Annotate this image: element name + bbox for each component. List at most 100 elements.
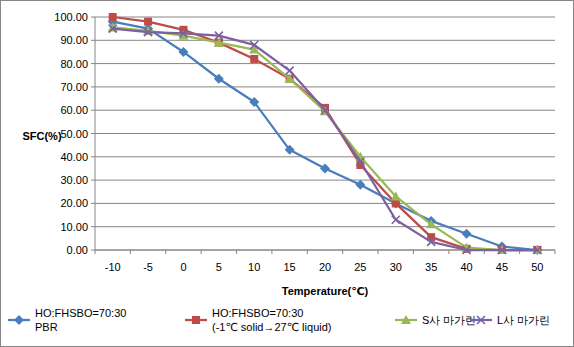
grid-line bbox=[95, 17, 555, 18]
data-point bbox=[392, 216, 400, 224]
data-point bbox=[320, 163, 330, 173]
tick-mark bbox=[91, 110, 95, 111]
tick-label: 10 bbox=[248, 261, 260, 273]
data-point bbox=[144, 28, 152, 36]
tick-label: 60.00 bbox=[60, 104, 88, 116]
series-line bbox=[113, 29, 538, 250]
chart-border bbox=[1, 1, 574, 347]
data-point bbox=[355, 180, 365, 190]
tick-label: 0.00 bbox=[67, 244, 88, 256]
category-divider bbox=[342, 250, 343, 254]
legend-label-line: HO:FHSBO=70:30 bbox=[212, 307, 303, 319]
legend-label: S사 마가린 bbox=[422, 314, 476, 326]
data-point bbox=[178, 47, 188, 57]
data-point bbox=[249, 97, 259, 107]
tick-label: 0 bbox=[180, 261, 186, 273]
grid-line bbox=[95, 86, 555, 87]
category-divider bbox=[378, 250, 379, 254]
legend-label-line: L사 마가린 bbox=[497, 314, 550, 326]
legend-marker bbox=[477, 316, 485, 324]
legend-marker bbox=[192, 316, 200, 324]
category-divider bbox=[201, 250, 202, 254]
category-divider bbox=[95, 250, 96, 254]
tick-label: 25 bbox=[354, 261, 366, 273]
tick-label: 50 bbox=[531, 261, 543, 273]
tick-mark bbox=[91, 250, 95, 251]
category-divider bbox=[236, 250, 237, 254]
legend-label-line: HO:FHSBO=70:30 bbox=[35, 307, 126, 319]
tick-label: 40.00 bbox=[60, 151, 88, 163]
tick-label: 35 bbox=[425, 261, 437, 273]
category-divider bbox=[165, 250, 166, 254]
tick-label: 80.00 bbox=[60, 58, 88, 70]
tick-label: 20 bbox=[319, 261, 331, 273]
grid-line bbox=[95, 203, 555, 204]
category-divider bbox=[413, 250, 414, 254]
data-point bbox=[144, 18, 152, 26]
x-axis-title: Temperature(℃) bbox=[282, 285, 369, 297]
data-point bbox=[463, 246, 471, 254]
series-line bbox=[113, 27, 538, 250]
data-point bbox=[392, 199, 400, 207]
data-point bbox=[143, 26, 153, 35]
data-point bbox=[215, 32, 223, 40]
tick-label: 10.00 bbox=[60, 221, 88, 233]
tick-label: 70.00 bbox=[60, 81, 88, 93]
data-point bbox=[286, 67, 294, 75]
y-axis-line bbox=[95, 17, 96, 250]
tick-label: 20.00 bbox=[60, 197, 88, 209]
grid-line bbox=[95, 63, 555, 64]
data-point bbox=[426, 219, 436, 228]
legend: HO:FHSBO=70:30 PBR HO:FHSBO=70:30 (-1℃ soli… bbox=[8, 307, 550, 333]
tick-label: 50.00 bbox=[60, 128, 88, 140]
tick-mark bbox=[91, 40, 95, 41]
legend-label: HO:FHSBO=70:30 (-1℃ solid→27℃ liquid) bbox=[212, 307, 331, 333]
tick-mark bbox=[91, 203, 95, 204]
data-point bbox=[109, 25, 117, 33]
grid-line bbox=[95, 156, 555, 157]
chart: 0.0010.0020.0030.0040.0050.0060.0070.008… bbox=[0, 0, 574, 347]
data-point bbox=[179, 29, 187, 37]
legend-marker bbox=[401, 315, 411, 324]
data-point bbox=[356, 157, 364, 165]
series-line bbox=[113, 22, 538, 250]
data-point bbox=[250, 41, 258, 49]
tick-mark bbox=[91, 180, 95, 181]
legend-label-line: (-1℃ solid→27℃ liquid) bbox=[212, 321, 331, 333]
tick-mark bbox=[91, 86, 95, 87]
data-point bbox=[427, 238, 435, 246]
data-point bbox=[108, 22, 118, 31]
legend-label: L사 마가린 bbox=[497, 314, 550, 326]
tick-label: -10 bbox=[105, 261, 121, 273]
data-point bbox=[285, 145, 295, 155]
category-divider bbox=[448, 250, 449, 254]
legend-label-line: PBR bbox=[35, 321, 58, 333]
legend-label: HO:FHSBO=70:30 PBR bbox=[35, 307, 126, 333]
category-divider bbox=[555, 250, 556, 254]
tick-label: 90.00 bbox=[60, 34, 88, 46]
data-point bbox=[250, 55, 258, 63]
y-axis: 0.0010.0020.0030.0040.0050.0060.0070.008… bbox=[54, 11, 555, 256]
data-point bbox=[321, 106, 329, 114]
tick-label: 30 bbox=[390, 261, 402, 273]
grid-line bbox=[95, 226, 555, 227]
legend-label-line: S사 마가린 bbox=[422, 314, 476, 326]
tick-label: 5 bbox=[216, 261, 222, 273]
data-point bbox=[214, 74, 224, 84]
category-divider bbox=[271, 250, 272, 254]
data-point bbox=[462, 229, 472, 239]
grid-line bbox=[95, 133, 555, 134]
tick-label: 45 bbox=[496, 261, 508, 273]
grid-line bbox=[95, 180, 555, 181]
category-divider bbox=[130, 250, 131, 254]
data-point bbox=[533, 246, 541, 254]
y-axis-title: SFC(%) bbox=[22, 130, 61, 142]
tick-label: 100.00 bbox=[54, 11, 88, 23]
data-point bbox=[391, 191, 401, 200]
legend-marker bbox=[14, 315, 24, 325]
tick-mark bbox=[91, 63, 95, 64]
data-point bbox=[320, 106, 330, 115]
data-point bbox=[178, 31, 188, 40]
tick-mark bbox=[91, 133, 95, 134]
category-divider bbox=[307, 250, 308, 254]
